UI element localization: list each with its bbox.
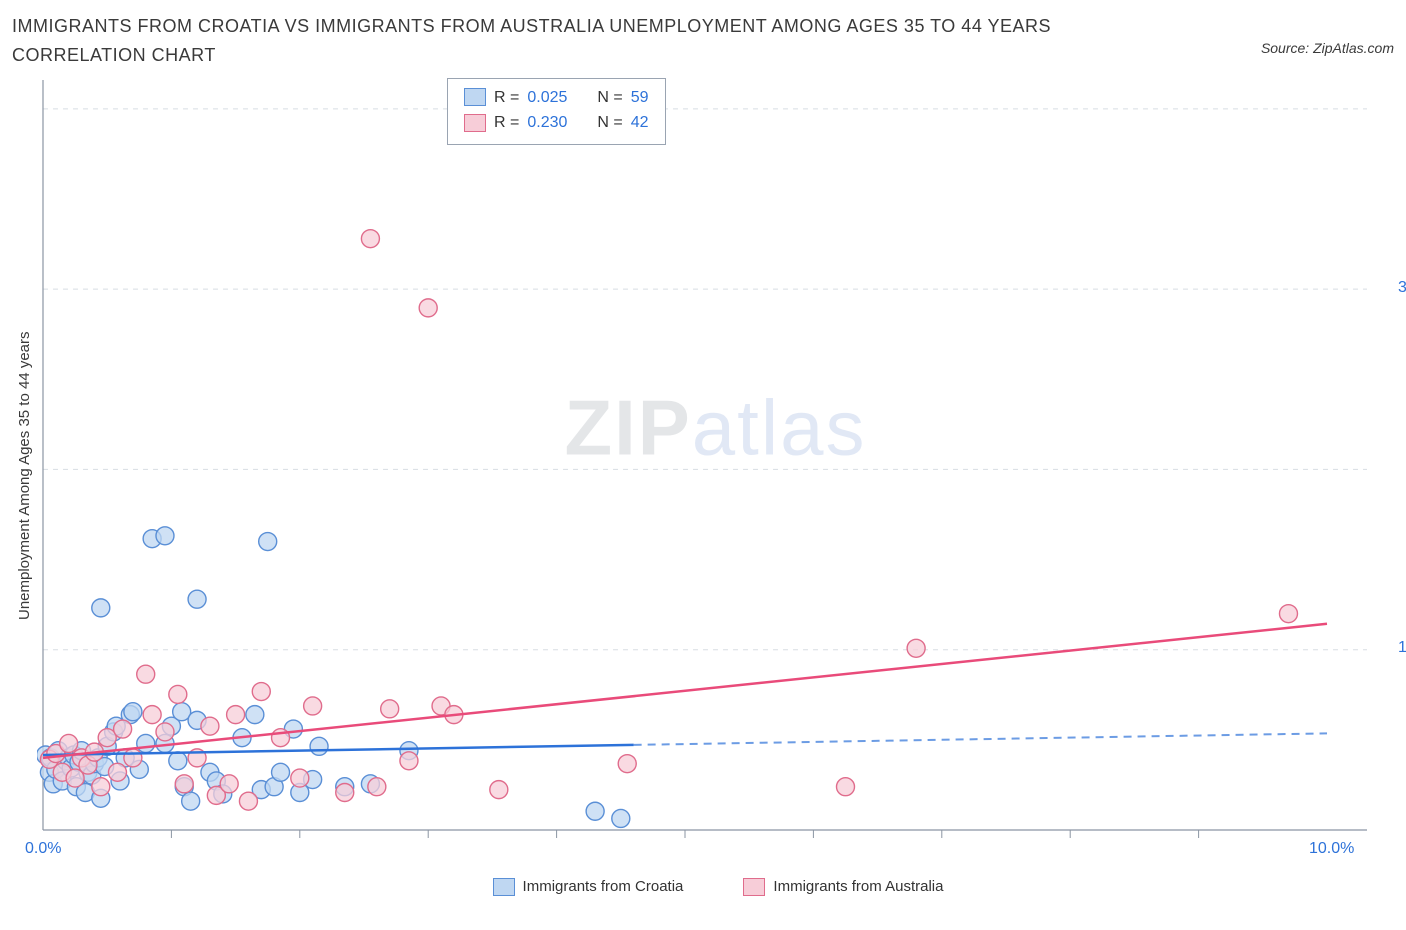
x-tick-label: 10.0%: [1309, 840, 1354, 858]
plot-svg: [37, 76, 1367, 856]
stats-legend: R = 0.025 N = 59 R = 0.230 N = 42: [447, 78, 666, 145]
chart-source: Source: ZipAtlas.com: [1261, 40, 1394, 56]
y-axis-label: Unemployment Among Ages 35 to 44 years: [12, 226, 37, 726]
stats-legend-row: R = 0.025 N = 59: [464, 85, 649, 111]
legend-swatch: [464, 88, 486, 106]
legend-item: Immigrants from Croatia: [493, 878, 684, 896]
stat-n-label: N =: [597, 110, 622, 136]
y-tick-label: 37.5%: [1398, 279, 1406, 297]
stat-n-value: 59: [631, 85, 649, 111]
legend-swatch: [493, 878, 515, 896]
scatter-plot: ZIPatlas R =0.025N =59R =0.230N =42 12.5…: [37, 76, 1394, 876]
stats-legend-row: R = 0.230 N = 42: [464, 110, 649, 136]
stat-r-label: R =: [494, 85, 519, 111]
stat-r-label: R =: [494, 110, 519, 136]
legend-swatch: [743, 878, 765, 896]
legend-label: Immigrants from Australia: [773, 878, 943, 895]
chart-area: Unemployment Among Ages 35 to 44 years Z…: [12, 76, 1394, 876]
x-tick-label: 0.0%: [25, 840, 61, 858]
legend-item: Immigrants from Australia: [743, 878, 943, 896]
series-legend: Immigrants from Croatia Immigrants from A…: [42, 878, 1394, 896]
stat-r-value: 0.025: [527, 85, 567, 111]
y-tick-label: 12.5%: [1398, 639, 1406, 657]
legend-swatch: [464, 114, 486, 132]
legend-label: Immigrants from Croatia: [523, 878, 684, 895]
stat-r-value: 0.230: [527, 110, 567, 136]
stat-n-value: 42: [631, 110, 649, 136]
stat-n-label: N =: [597, 85, 622, 111]
chart-title: IMMIGRANTS FROM CROATIA VS IMMIGRANTS FR…: [12, 12, 1152, 70]
